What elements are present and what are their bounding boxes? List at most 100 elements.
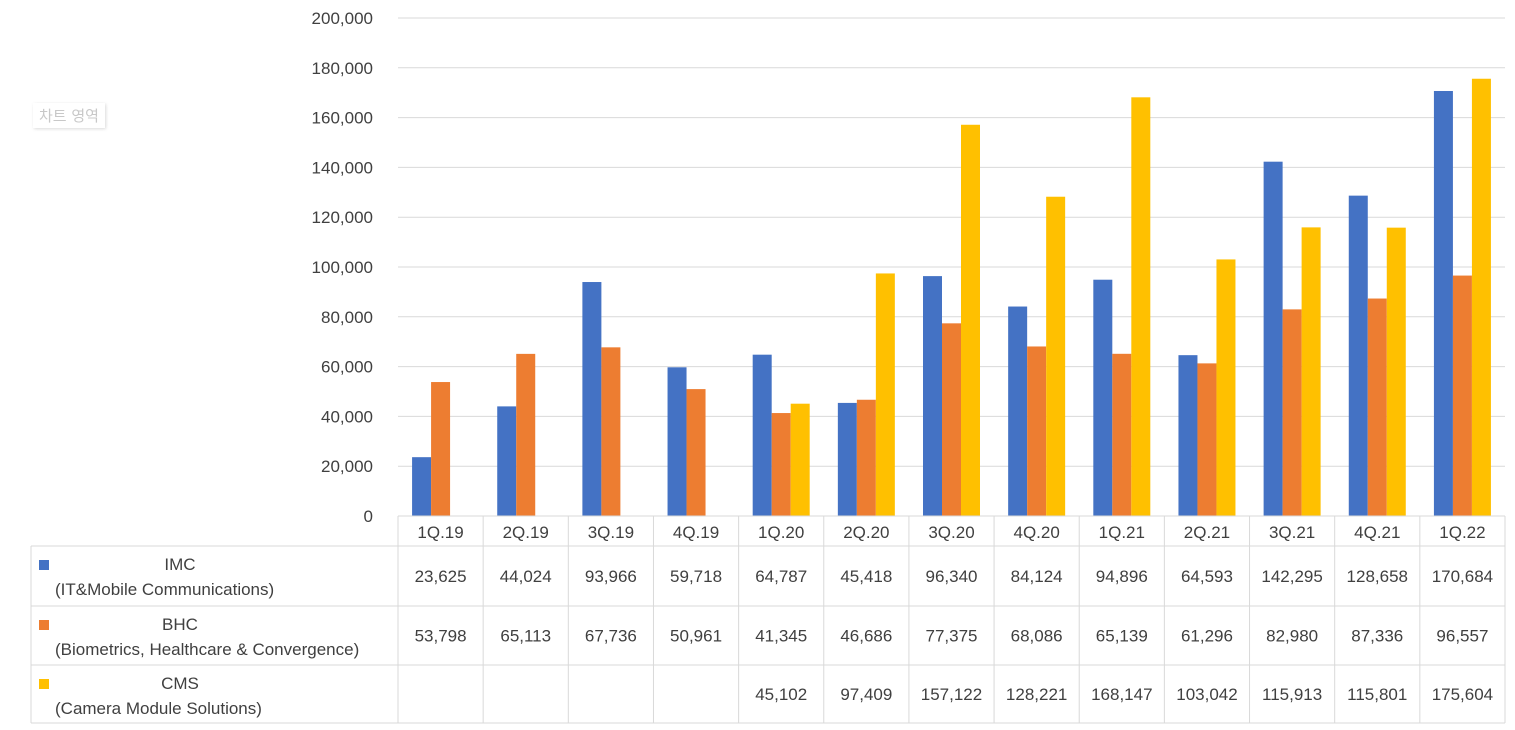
legend-key-bhc xyxy=(39,620,49,630)
x-tick-label: 4Q.19 xyxy=(673,523,719,542)
x-tick-label: 2Q.20 xyxy=(843,523,889,542)
y-tick-label: 60,000 xyxy=(321,358,373,377)
bar-bhc-1q-19 xyxy=(431,382,451,516)
bar-cms-1q-21 xyxy=(1131,97,1151,517)
y-tick-label: 0 xyxy=(364,507,373,526)
data-label-cms: 45,102 xyxy=(755,685,807,704)
x-tick-label: 1Q.21 xyxy=(1099,523,1145,542)
y-tick-label: 120,000 xyxy=(312,208,373,227)
bar-cms-1q-20 xyxy=(790,403,810,516)
data-label-cms: 103,042 xyxy=(1176,685,1237,704)
legend-sublabel-imc: (IT&Mobile Communications) xyxy=(55,580,274,599)
bar-imc-3q-21 xyxy=(1263,161,1283,516)
bar-bhc-4q-21 xyxy=(1367,298,1387,516)
bar-imc-2q-21 xyxy=(1178,355,1198,516)
data-label-bhc: 67,736 xyxy=(585,627,637,646)
data-table: 1Q.19 2Q.19 3Q.19 4Q.19 1Q.20 2Q.20 3Q.20 4Q.20… xyxy=(30,515,1506,724)
x-tick-label: 4Q.20 xyxy=(1013,523,1059,542)
bar-bhc-3q-21 xyxy=(1282,309,1302,516)
data-label-cms: 168,147 xyxy=(1091,685,1152,704)
legend-label-cms: CMS xyxy=(161,674,199,693)
data-label-bhc: 65,139 xyxy=(1096,627,1148,646)
data-label-cms: 115,801 xyxy=(1347,685,1407,704)
x-tick-label: 3Q.19 xyxy=(588,523,634,542)
legend-key-cms xyxy=(39,679,49,689)
data-label-cms: 97,409 xyxy=(840,685,892,704)
data-label-cms: 175,604 xyxy=(1432,685,1493,704)
x-tick-label: 1Q.19 xyxy=(417,523,463,542)
legend-sublabel-cms: (Camera Module Solutions) xyxy=(55,699,262,718)
data-label-cms: 157,122 xyxy=(921,685,982,704)
data-label-bhc: 61,296 xyxy=(1181,627,1233,646)
x-tick-label: 3Q.20 xyxy=(928,523,974,542)
x-tick-label: 2Q.21 xyxy=(1184,523,1230,542)
y-axis: 0 20,000 40,000 60,000 80,000 100,000 120,000 1… xyxy=(312,9,373,526)
bar-bhc-3q-19 xyxy=(601,347,621,516)
bar-bhc-2q-19 xyxy=(516,353,536,516)
data-label-cms: 128,221 xyxy=(1006,685,1067,704)
data-label-bhc: 87,336 xyxy=(1351,627,1403,646)
bar-imc-3q-19 xyxy=(582,282,602,516)
data-label-imc: 84,124 xyxy=(1011,567,1063,586)
bar-imc-2q-19 xyxy=(497,406,517,516)
data-label-imc: 94,896 xyxy=(1096,567,1148,586)
bar-imc-4q-19 xyxy=(667,367,687,516)
x-tick-label: 1Q.22 xyxy=(1439,523,1485,542)
data-label-bhc: 46,686 xyxy=(840,627,892,646)
x-tick-label: 3Q.21 xyxy=(1269,523,1315,542)
bars xyxy=(412,78,1491,517)
bar-bhc-2q-20 xyxy=(856,399,876,516)
bar-imc-1q-19 xyxy=(412,457,432,516)
data-label-bhc: 96,557 xyxy=(1436,627,1488,646)
data-label-bhc: 77,375 xyxy=(926,627,978,646)
bar-imc-1q-21 xyxy=(1093,279,1113,516)
legend-label-imc: IMC xyxy=(164,555,195,574)
y-tick-label: 20,000 xyxy=(321,457,373,476)
data-label-imc: 59,718 xyxy=(670,567,722,586)
y-tick-label: 40,000 xyxy=(321,407,373,426)
y-tick-label: 100,000 xyxy=(312,258,373,277)
bar-cms-1q-22 xyxy=(1471,78,1491,517)
bar-imc-1q-20 xyxy=(752,354,772,516)
bar-cms-4q-20 xyxy=(1046,196,1066,516)
bar-bhc-1q-21 xyxy=(1112,353,1132,516)
y-tick-label: 200,000 xyxy=(312,9,373,28)
x-tick-label: 2Q.19 xyxy=(503,523,549,542)
bar-imc-2q-20 xyxy=(837,402,857,516)
data-label-imc: 64,593 xyxy=(1181,567,1233,586)
data-label-imc: 96,340 xyxy=(926,567,978,586)
bar-cms-2q-21 xyxy=(1216,259,1236,516)
bar-imc-3q-20 xyxy=(923,276,942,516)
bar-bhc-4q-20 xyxy=(1027,346,1047,516)
data-label-bhc: 41,345 xyxy=(755,627,807,646)
legend-sublabel-bhc: (Biometrics, Healthcare & Convergence) xyxy=(55,640,359,659)
data-label-imc: 45,418 xyxy=(840,567,892,586)
data-label-imc: 142,295 xyxy=(1261,567,1322,586)
data-label-imc: 93,966 xyxy=(585,567,637,586)
data-label-imc: 170,684 xyxy=(1432,567,1493,586)
bar-cms-3q-20 xyxy=(961,124,980,516)
bar-cms-2q-20 xyxy=(875,273,895,516)
data-label-bhc: 68,086 xyxy=(1011,627,1063,646)
y-tick-label: 160,000 xyxy=(312,109,373,128)
bar-bhc-4q-19 xyxy=(686,389,706,516)
data-label-imc: 64,787 xyxy=(755,567,807,586)
data-label-imc: 128,658 xyxy=(1347,567,1408,586)
data-label-imc: 44,024 xyxy=(500,567,552,586)
data-label-bhc: 65,113 xyxy=(500,627,551,646)
legend-key-imc xyxy=(39,560,49,570)
data-label-imc: 23,625 xyxy=(415,567,467,586)
x-tick-label: 1Q.20 xyxy=(758,523,804,542)
x-tick-label: 4Q.21 xyxy=(1354,523,1400,542)
bar-imc-4q-20 xyxy=(1008,306,1028,516)
bar-bhc-2q-21 xyxy=(1197,363,1217,516)
bar-cms-4q-21 xyxy=(1386,227,1406,516)
data-label-bhc: 53,798 xyxy=(415,627,467,646)
chart-area-label: 차트 영역 xyxy=(33,103,105,128)
bar-bhc-3q-20 xyxy=(942,323,961,516)
bar-cms-3q-21 xyxy=(1301,227,1321,516)
bar-imc-4q-21 xyxy=(1348,195,1368,516)
data-label-bhc: 50,961 xyxy=(670,627,722,646)
bar-bhc-1q-20 xyxy=(771,413,791,516)
